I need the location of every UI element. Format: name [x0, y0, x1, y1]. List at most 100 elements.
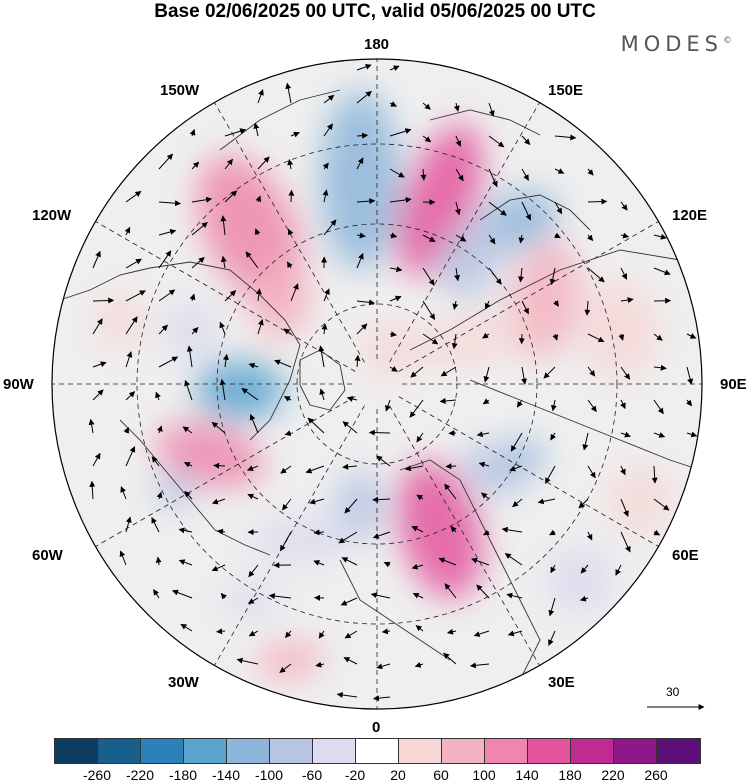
wind-vector [488, 168, 498, 188]
wind-vector [389, 266, 403, 273]
wind-vector [620, 366, 631, 380]
wind-vector [411, 563, 424, 570]
anomaly-patch [545, 545, 615, 615]
wind-vector [450, 526, 457, 533]
wind-vector [416, 432, 424, 443]
colorbar-swatch [270, 739, 313, 763]
wind-vector [579, 595, 589, 602]
wind-vector [125, 351, 133, 368]
wind-vector [653, 399, 664, 415]
wind-vector [620, 201, 628, 211]
lon-label-60w: 60W [32, 547, 63, 564]
wind-vectors [88, 63, 698, 702]
wind-vector [620, 297, 634, 304]
wind-vector [482, 332, 490, 339]
wind-vector [191, 327, 199, 335]
wind-vector [543, 366, 556, 379]
anomaly-patch [397, 123, 483, 277]
anomaly-patch [250, 260, 310, 340]
wind-vector [409, 399, 424, 418]
wind-vector [512, 498, 523, 508]
wind-vector [410, 366, 424, 378]
meridian-line [389, 102, 540, 363]
anomaly-patch [160, 300, 220, 360]
wind-vector [580, 564, 589, 574]
wind-vector [422, 102, 431, 110]
wind-vector [318, 345, 325, 368]
wind-vector [257, 89, 264, 104]
wind-vector [222, 353, 229, 368]
wind-vector [620, 232, 630, 239]
colorbar-tick-label: -60 [301, 767, 323, 783]
wind-vector [211, 564, 226, 572]
wind-vector [356, 63, 372, 71]
wind-vector [584, 300, 591, 316]
meridian-line [398, 221, 659, 372]
wind-vector [389, 65, 400, 71]
colorbar-tick-label: -220 [125, 767, 155, 783]
coastline [409, 249, 681, 351]
wind-vector [389, 168, 405, 178]
wind-vector [282, 498, 292, 511]
wind-vector [224, 190, 238, 203]
wind-vector [247, 465, 259, 471]
anomaly-patch [255, 639, 325, 681]
lon-label-90w: 90W [3, 376, 34, 393]
wind-vector [482, 529, 490, 536]
wind-vector [155, 391, 161, 401]
lon-label-60e: 60E [672, 547, 699, 564]
meridian-line [95, 221, 356, 372]
wind-vector [444, 483, 457, 500]
wind-vector [422, 300, 436, 321]
colorbar-swatch [399, 739, 442, 763]
lon-label-30w: 30W [168, 674, 199, 691]
wind-vector [483, 366, 490, 383]
coastline [219, 89, 341, 151]
wind-vector [191, 222, 208, 236]
wind-vector [287, 159, 294, 170]
wind-vector [488, 234, 496, 245]
wind-vector [453, 102, 460, 112]
wind-vector [653, 432, 666, 438]
meridian-line [214, 102, 365, 363]
wind-vector [549, 267, 556, 286]
anomaly-patch [155, 470, 195, 510]
vector-scale-label: 30 [666, 685, 680, 699]
anomaly-patch [335, 470, 385, 540]
wind-vector [158, 229, 177, 236]
wind-vector [521, 366, 528, 385]
wind-vector [653, 529, 661, 536]
wind-vector [414, 661, 424, 668]
wind-vector [537, 498, 556, 505]
wind-vector [323, 94, 335, 104]
anomaly-patch [220, 580, 280, 620]
wind-vector [488, 267, 502, 285]
wind-vector [336, 691, 358, 698]
wind-vector [287, 228, 294, 236]
wind-vector [92, 361, 107, 368]
wind-vector [290, 283, 299, 302]
wind-vector [471, 557, 490, 566]
wind-vector [354, 354, 361, 368]
colorbar-tick-label: -260 [82, 767, 112, 783]
wind-vector [383, 561, 391, 568]
wind-vector [548, 630, 556, 646]
wind-vector [224, 158, 233, 170]
wind-vector [620, 498, 629, 517]
wind-vector [411, 525, 424, 533]
wind-vector [389, 366, 398, 372]
wind-vector [279, 663, 292, 673]
wind-vector [504, 553, 523, 566]
colorbar-tick-label: 20 [390, 767, 406, 783]
wind-vector [420, 168, 427, 181]
wind-vector [248, 362, 259, 369]
wind-vector [452, 300, 459, 310]
brand-name: MODES [620, 32, 723, 56]
wind-vector [620, 531, 631, 553]
colorbar-tick-label: -180 [168, 767, 198, 783]
wind-vector [274, 359, 292, 368]
wind-vector [217, 528, 226, 535]
wind-vector [156, 491, 163, 500]
vector-scale-arrow [647, 704, 705, 710]
wind-vector [213, 462, 226, 469]
